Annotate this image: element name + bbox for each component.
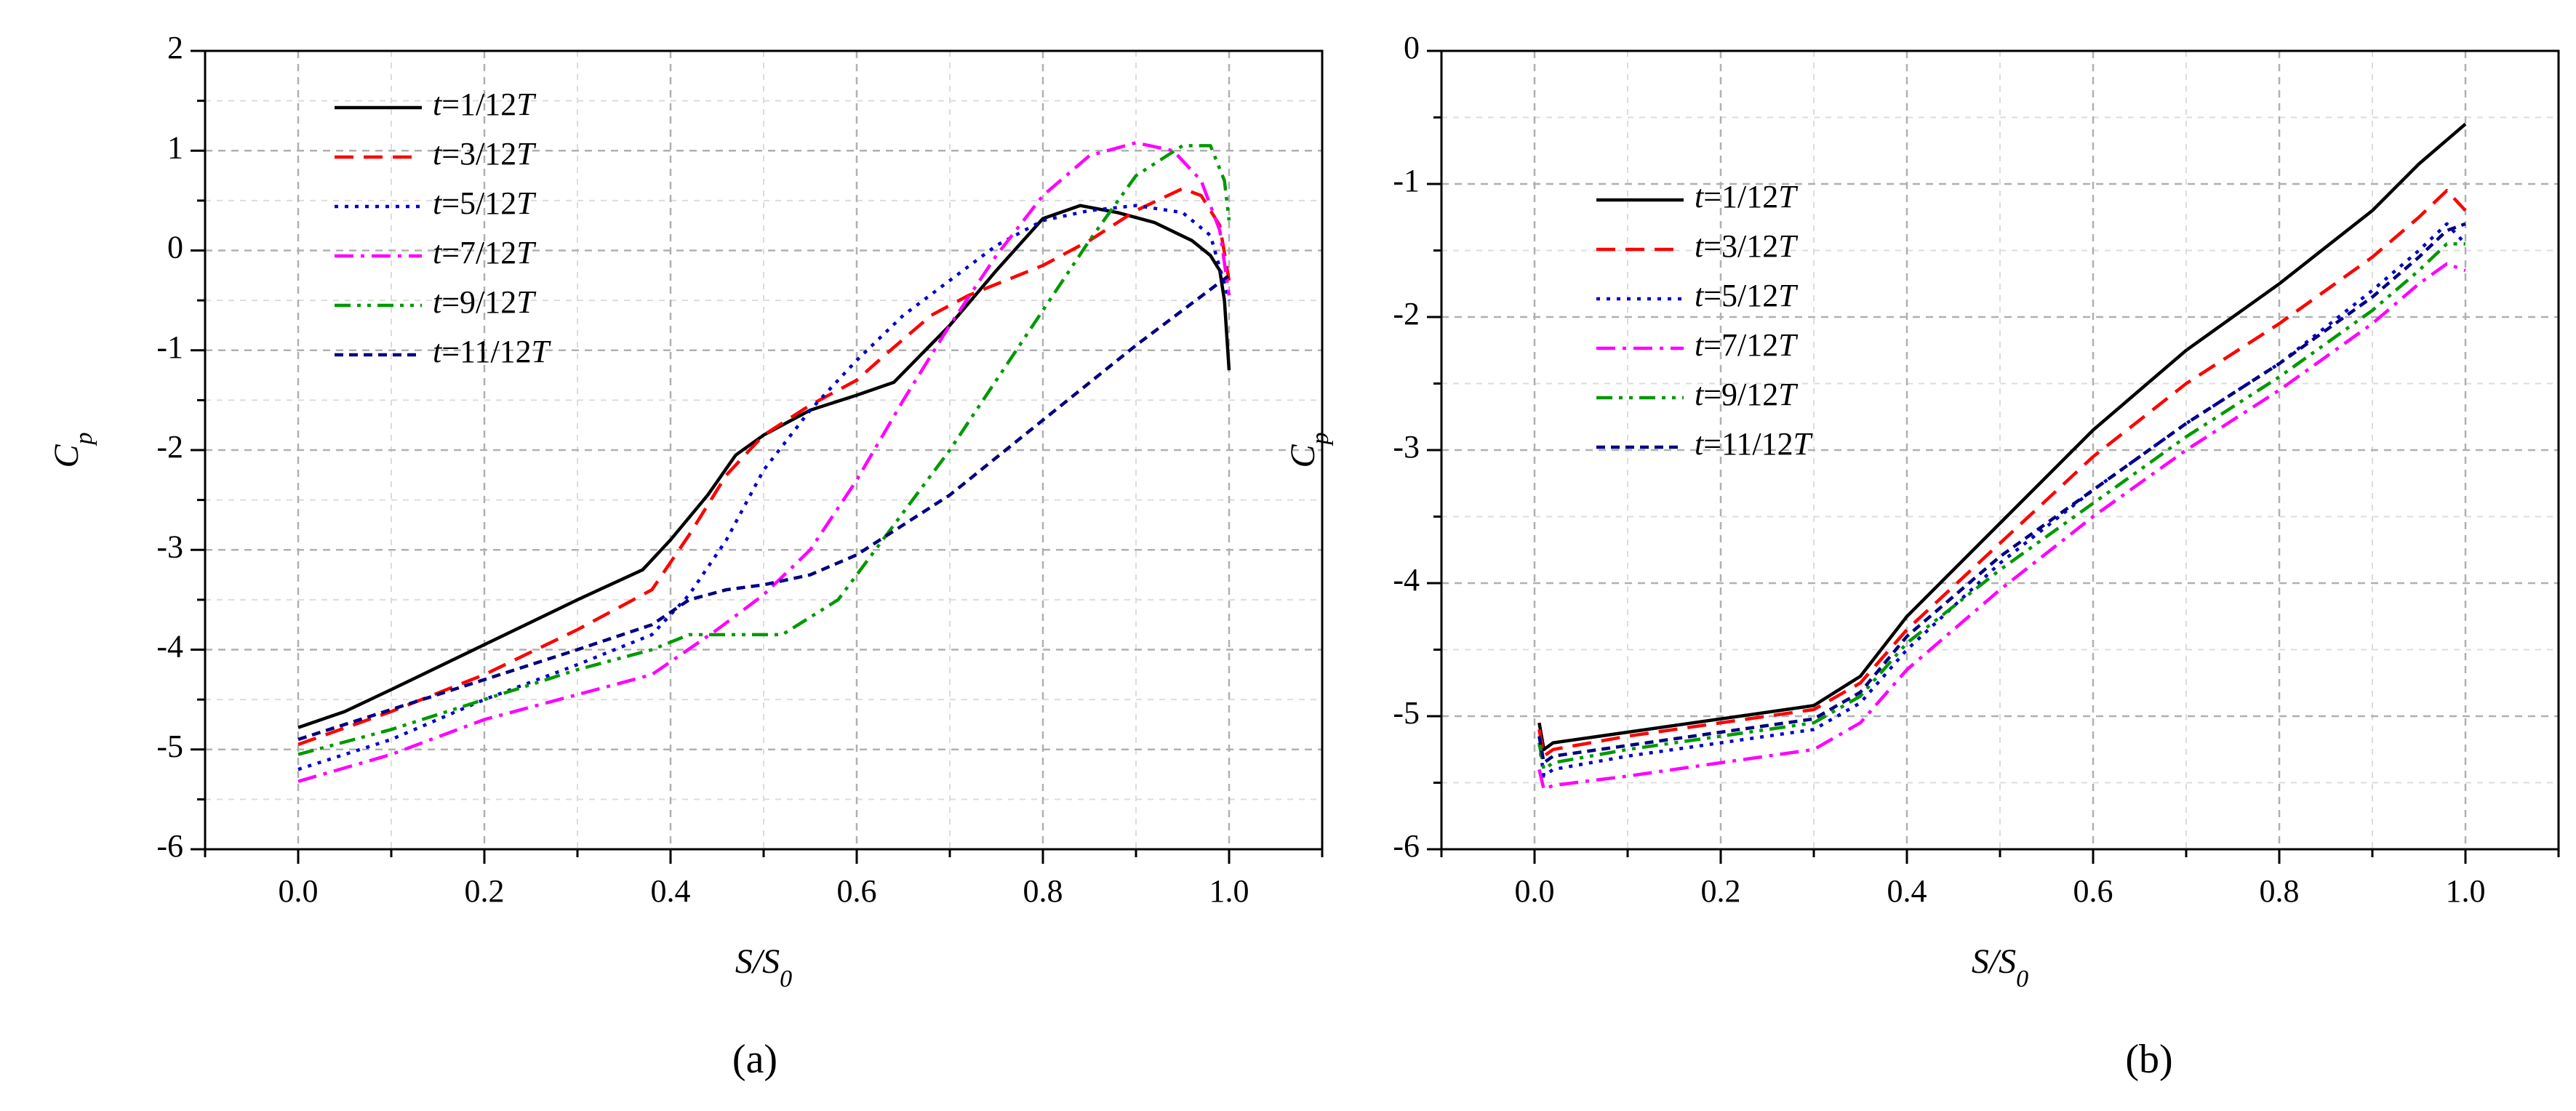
series-line-2 — [297, 187, 1231, 747]
chart-panel-b: -6 -5 -4 -3 -2 -1 0 0.0 0.2 0.4 0.6 0.8 1.0 S/S0 Cp t=1… — [1284, 30, 2560, 992]
y-tick-label: 0 — [167, 230, 183, 265]
y-tick-label: 0 — [1404, 30, 1420, 65]
y-tick-label: 2 — [167, 30, 183, 65]
y-tick-label: -2 — [156, 429, 183, 465]
y-tick-label: -4 — [156, 629, 183, 665]
legend-label-4: t=7/12T — [1695, 327, 1799, 363]
y-axis-label-group: Cp — [47, 432, 97, 468]
y-axis-label: Cp — [47, 432, 97, 468]
x-tick-label: 0.8 — [1023, 873, 1063, 909]
series-line-2 — [1537, 188, 2467, 758]
x-tick-label: 0.2 — [1701, 873, 1741, 909]
y-tick-label: -4 — [1393, 562, 1420, 598]
x-tick-label: 0.4 — [1887, 873, 1927, 909]
y-tick-label: 1 — [167, 129, 183, 165]
chart-panel-a: -6 -5 -4 -3 -2 -1 0 1 2 0.0 0.2 0.4 0.6 0.8 1.0 S/S0 Cp t… — [47, 30, 1324, 992]
series-line-4 — [297, 141, 1231, 783]
series-line-6 — [297, 273, 1231, 742]
legend-label-6: t=11/12T — [1695, 426, 1814, 462]
series-line-3 — [297, 204, 1231, 771]
series-line-1 — [297, 204, 1231, 729]
caption-a: (a) — [732, 1037, 777, 1082]
legend-label-4: t=7/12T — [433, 235, 537, 270]
y-tick-label: -2 — [1393, 296, 1420, 332]
y-tick-label: -5 — [156, 729, 183, 764]
x-tick-label: 0.6 — [837, 873, 877, 909]
caption-b: (b) — [2125, 1037, 2172, 1082]
legend-label-2: t=3/12T — [433, 136, 537, 172]
x-tick-label: 0.2 — [465, 873, 505, 909]
x-tick-label: 0.0 — [279, 873, 319, 909]
legend-label-5: t=9/12T — [433, 284, 537, 320]
series-line-4 — [1537, 262, 2466, 791]
legend-label-1: t=1/12T — [1695, 179, 1799, 214]
x-tick-label: 0.8 — [2260, 873, 2300, 909]
x-tick-label: 1.0 — [1209, 873, 1249, 909]
series-line-5 — [297, 144, 1231, 756]
y-tick-label: -6 — [156, 828, 183, 864]
series-line-5 — [1537, 242, 2465, 771]
y-tick-label: -6 — [1393, 828, 1420, 864]
series-line-3 — [1537, 222, 2467, 778]
legend-label-3: t=5/12T — [1695, 278, 1799, 313]
series-line-6 — [1537, 222, 2466, 765]
y-tick-label: -5 — [1393, 695, 1420, 731]
y-axis-label: Cp — [1284, 432, 1334, 468]
y-axis-label-group: Cp — [1284, 432, 1334, 468]
y-tick-label: -1 — [156, 329, 183, 365]
y-tick-label: -3 — [156, 529, 183, 564]
x-tick-label: 0.0 — [1515, 873, 1555, 909]
y-tick-label: -1 — [1393, 163, 1420, 198]
legend-label-1: t=1/12T — [433, 87, 537, 122]
y-tick-label: -3 — [1393, 429, 1420, 465]
legend-label-5: t=9/12T — [1695, 377, 1799, 412]
x-tick-label: 0.6 — [2073, 873, 2113, 909]
series-line-1 — [1537, 122, 2467, 752]
x-axis-label: S/S0 — [1972, 942, 2028, 992]
legend-label-3: t=5/12T — [433, 185, 537, 221]
legend-label-2: t=3/12T — [1695, 228, 1799, 264]
legend-label-6: t=11/12T — [433, 334, 552, 369]
x-tick-label: 0.4 — [651, 873, 691, 909]
x-axis-label: S/S0 — [735, 942, 792, 992]
x-tick-label: 1.0 — [2446, 873, 2486, 909]
